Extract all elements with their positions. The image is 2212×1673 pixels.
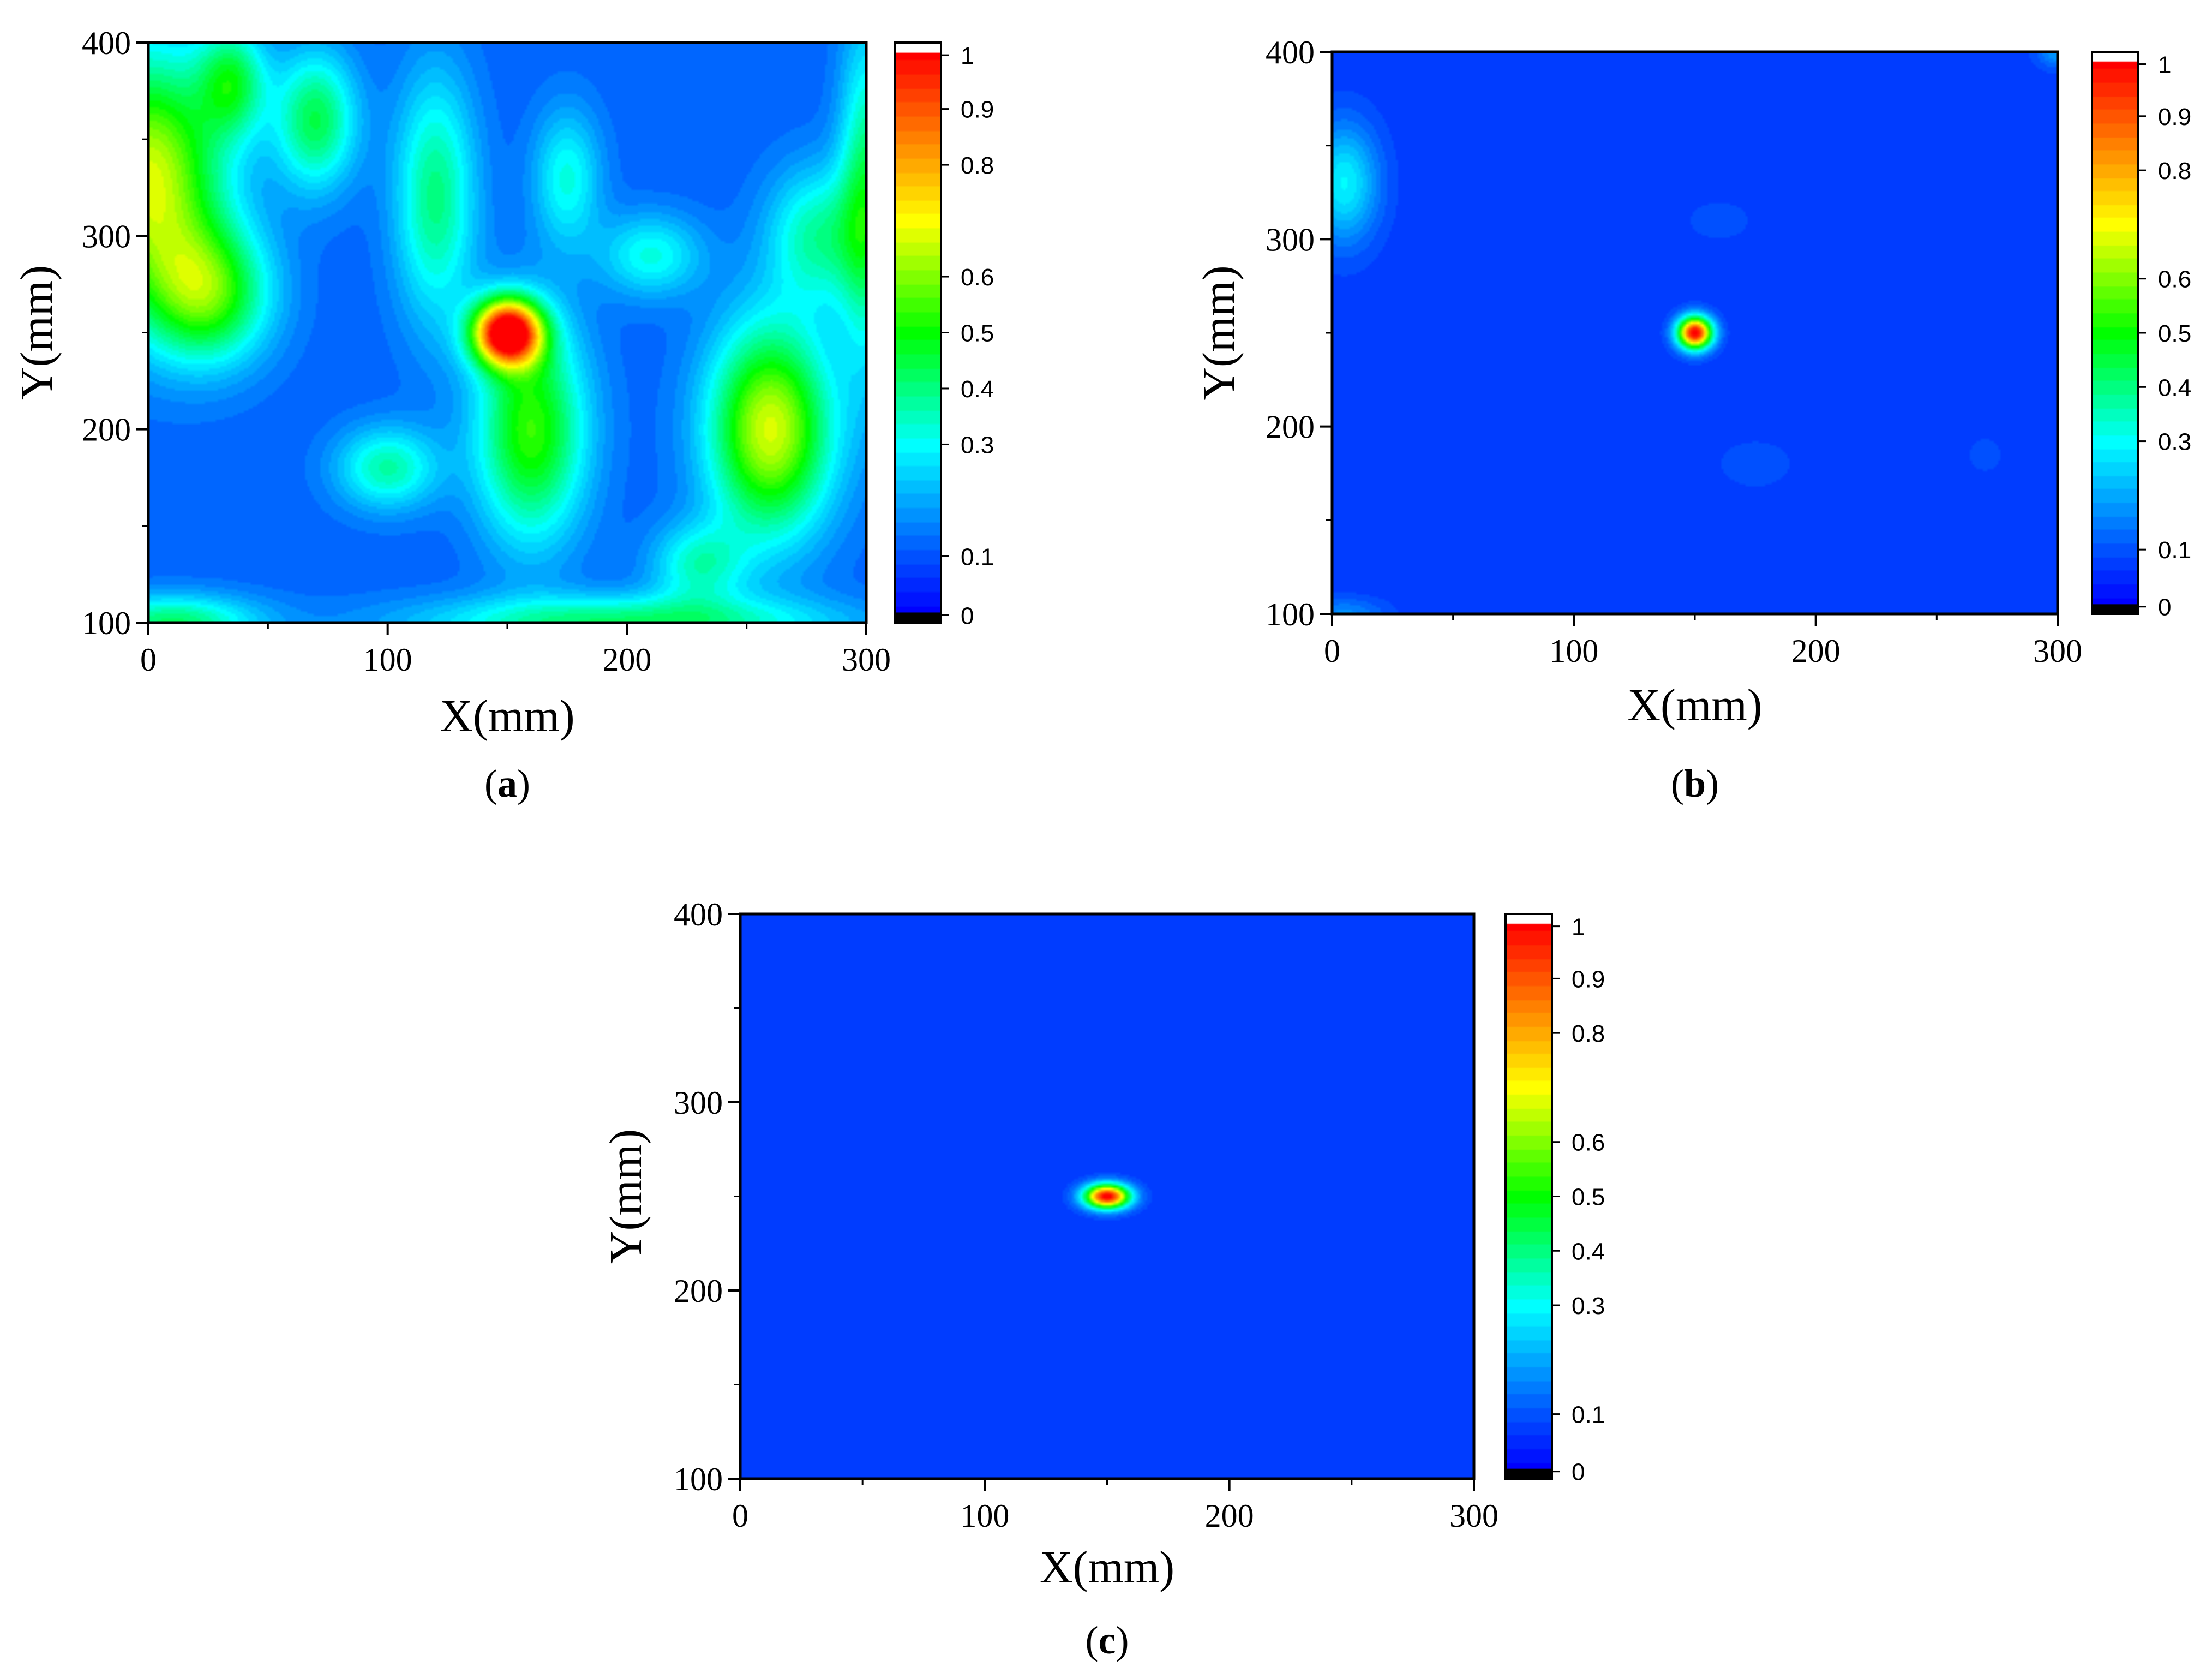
panel-c-colorbar-tick-label: 0 (1572, 1459, 1585, 1486)
panel-a-label: (a) (484, 762, 530, 805)
panel-a-xtick-label: 100 (363, 642, 412, 678)
panel-c-colorbar-tick-label: 0.3 (1572, 1293, 1605, 1319)
panel-b-xtick-label: 200 (1791, 633, 1841, 669)
panel-a-colorbar-ticks: 0 0.1 0.3 0.4 0.5 0.6 0.8 0.9 1 (941, 43, 994, 629)
panel-a-colorbar-tick-label: 0.5 (961, 320, 994, 347)
panel-c-ytick-label: 100 (674, 1461, 723, 1497)
panel-a-colorbar-tick-label: 0.4 (961, 376, 994, 403)
panel-a-ylabel: Y(mm) (11, 265, 62, 400)
panel-b-ylabel: Y(mm) (1194, 265, 1244, 400)
panel-b-xlabel: X(mm) (1627, 680, 1762, 731)
panel-a-colorbar-tick-label: 1 (961, 43, 974, 69)
panel-b-colorbar-tick-label: 0.4 (2158, 374, 2191, 401)
panel-a-xlabel: X(mm) (440, 691, 574, 742)
panel-c-ytick-label: 400 (674, 897, 723, 933)
panel-a-colorbar-tick-label: 0.8 (961, 152, 994, 179)
panel-a-ytick-label: 200 (82, 412, 131, 448)
panel-a-ytick-label: 400 (82, 25, 131, 61)
panel-b-ytick-label: 300 (1266, 222, 1315, 258)
panel-b-colorbar-tick-label: 0.8 (2158, 158, 2191, 184)
panel-a-ytick-label: 300 (82, 218, 131, 254)
panel-c-ytick-label: 300 (674, 1085, 723, 1121)
panel-a-ytick-label: 100 (82, 605, 131, 641)
panel-c-colorbar-tick-label: 0.8 (1572, 1020, 1605, 1047)
panel-c-xtick-label: 100 (960, 1498, 1009, 1534)
panel-c-xtick-label: 200 (1205, 1498, 1254, 1534)
panel-c-ytick-label: 200 (674, 1273, 723, 1309)
panel-c-colorbar-tick-label: 0.6 (1572, 1130, 1605, 1156)
panel-a-colorbar-tick-label: 0.3 (961, 432, 994, 458)
panel-c-colorbar (1506, 914, 1552, 1479)
panel-b-colorbar-tick-label: 0.5 (2158, 320, 2191, 347)
panel-b-colorbar (2092, 52, 2138, 614)
panel-c-colorbar-tick-label: 1 (1572, 914, 1585, 941)
panel-c-label: (c) (1086, 1618, 1129, 1662)
panel-c-colorbar-tick-label: 0.1 (1572, 1402, 1605, 1429)
panel-b-xtick-label: 300 (2033, 633, 2082, 669)
panel-a-heatmap (148, 43, 866, 623)
panel-b-colorbar-ticks: 0 0.1 0.3 0.4 0.5 0.6 0.8 0.9 1 (2138, 52, 2191, 621)
panel-b-xtick-label: 0 (1324, 633, 1340, 669)
panel-b-colorbar-tick-label: 1 (2158, 52, 2171, 79)
panel-b-colorbar-tick-label: 0.6 (2158, 266, 2191, 293)
panel-a-xtick-label: 0 (140, 642, 157, 678)
panel-a-xtick-label: 300 (842, 642, 891, 678)
panel-a-colorbar (895, 43, 941, 623)
panel-b-colorbar-tick-label: 0.9 (2158, 104, 2191, 130)
panel-c-ylabel: Y(mm) (601, 1129, 651, 1264)
panel-c-colorbar-ticks: 0 0.1 0.3 0.4 0.5 0.6 0.8 0.9 1 (1552, 914, 1605, 1486)
panel-c-colorbar-tick-label: 0.9 (1572, 966, 1605, 993)
panel-c-xlabel: X(mm) (1040, 1542, 1174, 1593)
panel-b-colorbar-tick-label: 0 (2158, 594, 2171, 621)
panel-c-heatmap (740, 914, 1474, 1479)
panel-b-ytick-label: 200 (1266, 409, 1315, 445)
panel-b-xtick-label: 100 (1549, 633, 1598, 669)
panel-c-xtick-label: 300 (1449, 1498, 1498, 1534)
panel-b-label: (b) (1671, 762, 1719, 805)
panel-a-colorbar-tick-label: 0.9 (961, 97, 994, 123)
panel-b-colorbar-tick-label: 0.1 (2158, 537, 2191, 564)
panel-b-ytick-label: 100 (1266, 596, 1315, 632)
panel-a-xtick-label: 200 (602, 642, 651, 678)
panel-a-colorbar-tick-label: 0 (961, 602, 974, 629)
panel-c-colorbar-tick-label: 0.4 (1572, 1238, 1605, 1265)
panel-a-colorbar-tick-label: 0.6 (961, 264, 994, 291)
panel-b-ytick-label: 400 (1266, 34, 1315, 70)
panel-b-heatmap (1332, 52, 2058, 614)
panel-c-colorbar-tick-label: 0.5 (1572, 1184, 1605, 1211)
panel-a-colorbar-tick-label: 0.1 (961, 543, 994, 570)
panel-b-colorbar-tick-label: 0.3 (2158, 429, 2191, 456)
panel-c-xtick-label: 0 (732, 1498, 748, 1534)
